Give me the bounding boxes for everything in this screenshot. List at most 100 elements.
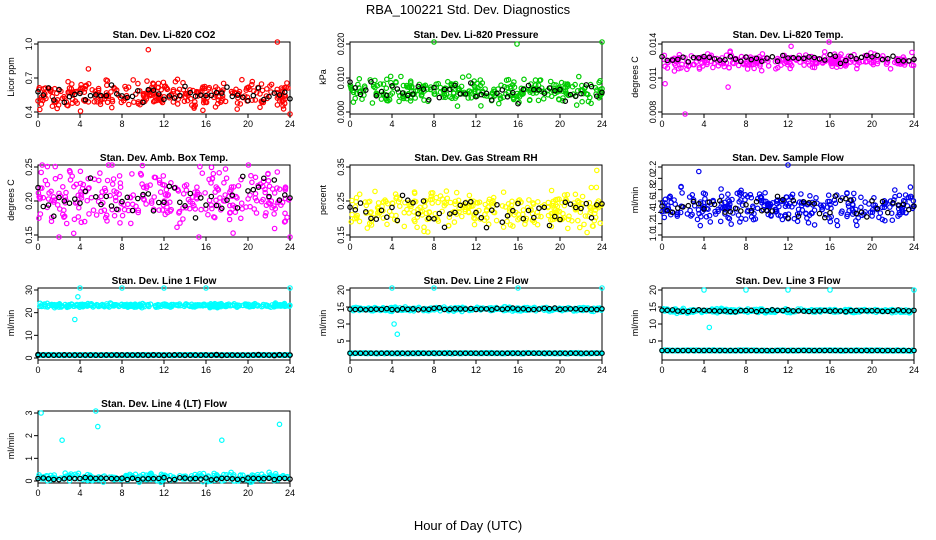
data-point (462, 208, 469, 215)
data-point (175, 302, 181, 308)
data-point (825, 192, 832, 199)
data-point (395, 199, 402, 205)
data-point (144, 183, 150, 190)
data-point (690, 197, 697, 203)
hourly-point (436, 210, 443, 217)
data-point (49, 197, 55, 204)
data-point (140, 92, 147, 98)
data-point (36, 303, 43, 310)
x-tick-label: 4 (389, 242, 394, 252)
data-point (71, 303, 78, 310)
data-point (168, 206, 175, 213)
data-point (37, 185, 44, 191)
data-point (116, 191, 123, 197)
hourly-point (758, 58, 765, 65)
x-tick-label: 24 (597, 365, 607, 375)
data-point (458, 213, 465, 220)
data-point (75, 192, 82, 199)
data-point (82, 83, 89, 90)
hourly-point (82, 188, 89, 195)
data-point (377, 81, 384, 87)
outlier-point (119, 285, 125, 291)
data-point (556, 196, 562, 202)
data-point (500, 224, 507, 230)
hourly-point (863, 52, 870, 59)
data-point (78, 219, 85, 226)
y-tick-label: 0.25 (336, 192, 346, 210)
data-point (528, 207, 534, 214)
hourly-point (837, 197, 844, 204)
data-point (158, 97, 164, 103)
data-point (65, 78, 71, 85)
data-point (589, 223, 596, 229)
data-point (94, 302, 101, 308)
data-point (481, 305, 488, 312)
data-point (566, 213, 572, 220)
hourly-point (509, 207, 516, 214)
hourly-point (572, 93, 579, 99)
data-point (150, 80, 156, 87)
data-point (63, 220, 70, 227)
data-point (661, 203, 668, 209)
y-tick-label: 5 (336, 338, 346, 343)
hourly-point (177, 199, 183, 206)
hourly-point (504, 213, 511, 219)
hourly-point (520, 215, 527, 222)
hourly-point (124, 352, 131, 358)
data-point (827, 218, 834, 225)
data-point (751, 65, 757, 72)
hourly-point (198, 352, 204, 358)
data-point (495, 100, 502, 107)
hourly-point (219, 352, 225, 358)
data-point (125, 84, 132, 91)
data-point (126, 101, 132, 108)
x-tick-label: 8 (743, 119, 748, 129)
data-point (575, 73, 582, 80)
data-point (812, 59, 819, 66)
data-point (801, 62, 807, 68)
data-point (844, 211, 851, 218)
hourly-point (234, 92, 241, 98)
data-point (70, 230, 77, 237)
hourly-point (266, 352, 272, 358)
data-point (164, 192, 171, 199)
hourly-point (551, 213, 558, 220)
data-point (576, 224, 583, 231)
data-point (109, 98, 116, 105)
hourly-point (509, 89, 516, 96)
data-point (686, 194, 693, 200)
data-point (48, 218, 55, 225)
hourly-point (271, 352, 278, 358)
data-point (220, 80, 227, 87)
data-point (384, 221, 390, 228)
hourly-point (140, 352, 146, 358)
data-point (817, 202, 824, 209)
hourly-point (98, 92, 104, 99)
outlier-point (145, 46, 152, 53)
data-point (150, 98, 157, 105)
hourly-point (156, 352, 162, 358)
y-axis-label: kPa (318, 69, 328, 85)
hourly-point (499, 87, 506, 93)
y-tick-label: 0.008 (648, 101, 658, 124)
data-point (271, 211, 277, 217)
hourly-point (383, 214, 390, 221)
data-point (148, 198, 155, 204)
data-point (274, 102, 281, 108)
data-point (896, 209, 903, 216)
data-point (903, 210, 909, 216)
data-point (798, 191, 804, 197)
x-tick-label: 20 (243, 365, 253, 375)
data-point (874, 58, 881, 65)
data-point (247, 192, 253, 198)
data-point (49, 103, 56, 110)
hourly-point (213, 202, 220, 209)
x-tick-label: 0 (347, 119, 352, 129)
panel-5: Stan. Dev. Gas Stream RH0 4 8 12 16 20 240.150… (318, 153, 607, 252)
data-point (113, 197, 119, 204)
hourly-point (827, 209, 833, 216)
data-point (37, 211, 44, 217)
hourly-point (182, 83, 188, 90)
